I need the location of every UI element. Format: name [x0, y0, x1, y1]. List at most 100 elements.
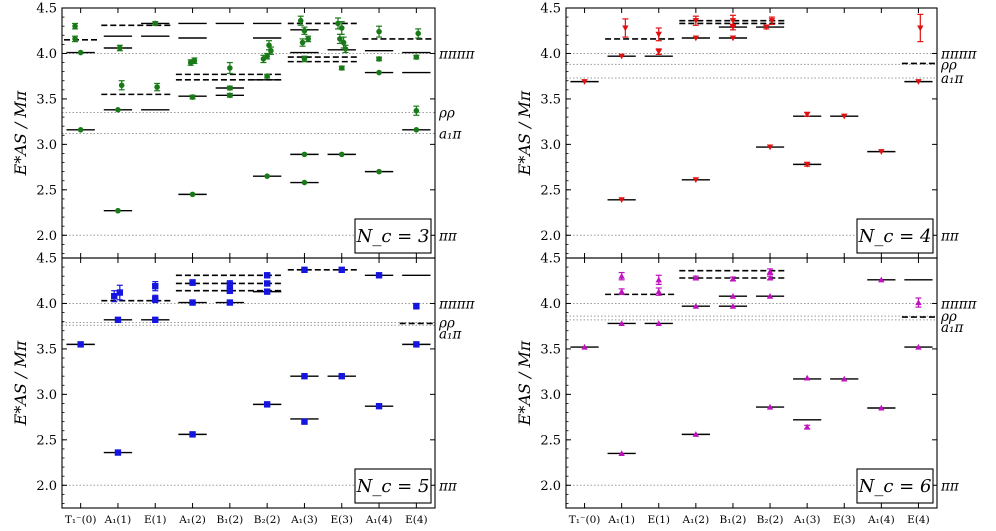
marker — [226, 281, 234, 288]
ytick-label: 2.0 — [540, 229, 561, 244]
data-point — [375, 272, 383, 279]
ytick-label: 4.5 — [540, 2, 561, 17]
data-point — [413, 127, 420, 133]
xtick-label: A₁(3) — [290, 514, 318, 526]
marker — [264, 173, 270, 179]
data-point — [338, 65, 345, 71]
data-point — [618, 271, 625, 281]
marker — [692, 35, 700, 42]
marker — [297, 17, 304, 24]
data-point — [655, 287, 662, 296]
ytick-label: 2.0 — [36, 479, 57, 494]
threshold-label: ππππ — [940, 296, 978, 312]
data-point — [692, 302, 700, 309]
ytick-label: 3.0 — [36, 138, 57, 153]
marker — [655, 49, 662, 55]
data-point — [413, 302, 420, 310]
legend-label: N_c = 5 — [356, 476, 430, 497]
legend-box — [856, 468, 934, 504]
marker — [191, 57, 198, 64]
data-point — [299, 38, 306, 47]
marker — [729, 275, 737, 282]
marker — [692, 431, 700, 437]
data-point — [338, 372, 345, 380]
marker — [263, 288, 271, 295]
plot-frame — [61, 257, 436, 509]
marker — [301, 56, 308, 62]
legend-label: N_c = 6 — [858, 476, 932, 497]
data-point — [263, 280, 271, 287]
xtick-label: A₁(2) — [178, 514, 206, 526]
marker — [263, 272, 271, 279]
data-point — [878, 276, 885, 283]
data-point — [297, 15, 304, 26]
data-point — [766, 403, 774, 410]
data-point — [116, 284, 124, 301]
data-point — [766, 268, 774, 275]
marker — [878, 149, 885, 155]
marker — [413, 127, 420, 133]
data-point — [267, 46, 274, 55]
data-point — [803, 111, 811, 118]
xtick-label: E(4) — [405, 514, 428, 526]
marker — [72, 36, 78, 42]
xtick-label: A₁(2) — [682, 514, 710, 526]
data-point — [766, 292, 774, 299]
marker — [301, 179, 308, 186]
marker — [189, 191, 196, 198]
xtick-label: B₂(2) — [757, 514, 784, 526]
marker — [581, 343, 588, 350]
data-point — [115, 207, 121, 214]
marker — [301, 372, 308, 380]
ytick-label: 4.0 — [36, 297, 57, 312]
ytick-label: 4.5 — [540, 252, 561, 267]
data-point — [152, 316, 159, 324]
marker — [915, 343, 922, 350]
data-point — [114, 449, 122, 456]
marker — [413, 341, 420, 348]
marker — [655, 288, 662, 295]
data-point — [618, 288, 625, 295]
marker — [152, 295, 159, 303]
marker — [375, 402, 383, 410]
marker — [766, 268, 774, 275]
marker — [116, 289, 124, 296]
data-point — [263, 272, 271, 279]
data-point — [803, 161, 811, 168]
xtick-label: E(1) — [647, 514, 670, 526]
marker — [692, 302, 700, 309]
marker — [154, 84, 160, 90]
data-point — [375, 402, 383, 410]
xtick-label: E(3) — [330, 514, 353, 526]
marker — [299, 39, 306, 46]
marker — [915, 79, 922, 85]
plot-frame — [565, 257, 938, 509]
legend-label: N_c = 3 — [356, 226, 430, 247]
marker — [878, 276, 885, 283]
marker — [413, 107, 420, 114]
marker — [301, 266, 308, 274]
xtick-label: A₁(4) — [867, 514, 895, 526]
data-point — [655, 27, 662, 42]
marker — [803, 423, 811, 430]
data-point — [581, 343, 588, 350]
data-point — [376, 25, 383, 38]
marker — [766, 144, 774, 151]
threshold-label: a₁π — [439, 327, 462, 343]
data-point — [226, 287, 234, 295]
data-point — [413, 341, 420, 348]
threshold-label: ρρ — [438, 316, 455, 332]
marker — [803, 111, 811, 118]
ytick-label: 3.5 — [36, 342, 57, 357]
data-point — [264, 173, 270, 179]
data-point — [803, 423, 811, 430]
marker — [618, 288, 625, 295]
marker — [305, 36, 311, 42]
marker — [376, 28, 382, 35]
marker — [301, 27, 308, 34]
data-point — [692, 35, 700, 42]
marker — [581, 79, 588, 85]
data-point — [692, 177, 700, 184]
ytick-label: 2.0 — [36, 229, 57, 244]
marker — [618, 320, 625, 327]
